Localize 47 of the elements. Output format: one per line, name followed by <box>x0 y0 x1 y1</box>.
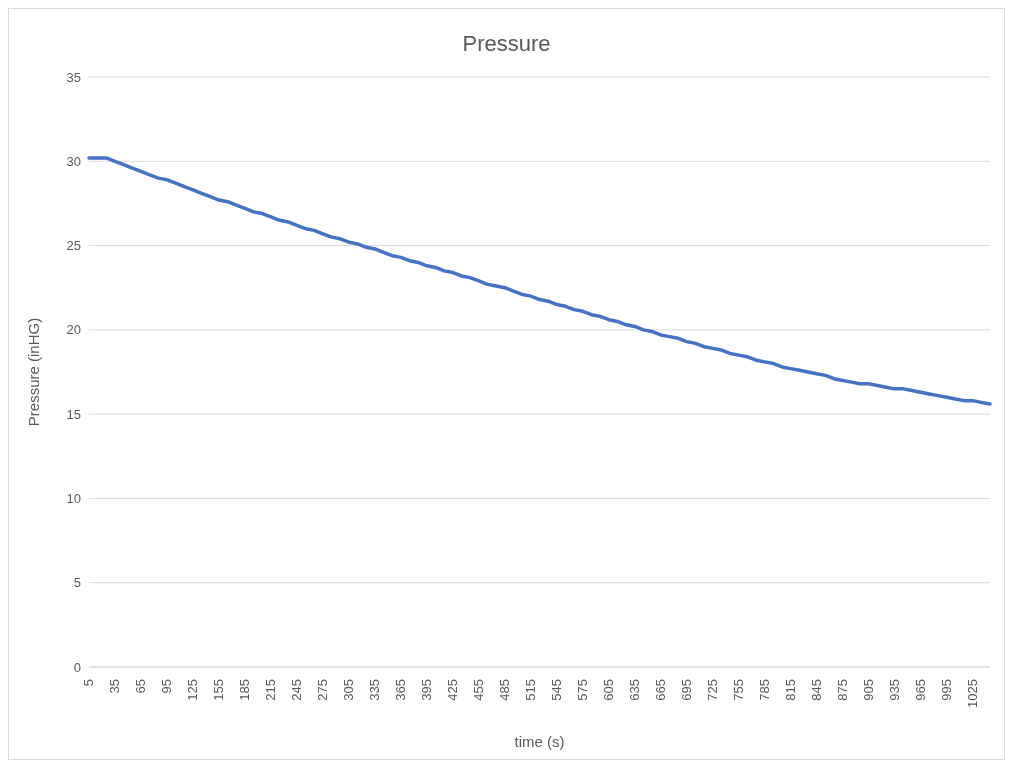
x-tick-label: 785 <box>756 679 772 701</box>
x-tick-label: 245 <box>289 679 305 701</box>
x-tick-label: 395 <box>419 679 435 701</box>
y-tick-label: 0 <box>73 659 81 675</box>
y-tick-label: 25 <box>66 238 81 254</box>
x-tick-label: 125 <box>185 679 201 701</box>
line-series <box>87 156 992 406</box>
x-tick-label: 65 <box>133 679 149 694</box>
x-tick-label: 35 <box>107 679 123 694</box>
x-tick-label: 185 <box>237 679 253 701</box>
x-tick-label: 965 <box>912 679 928 701</box>
y-axis-title: Pressure (inHG) <box>25 317 43 427</box>
x-tick-label: 635 <box>627 679 643 701</box>
x-tick-label: 905 <box>860 679 876 701</box>
y-tick-label: 5 <box>73 575 81 591</box>
x-tick-label: 425 <box>445 679 461 701</box>
x-tick-label: 305 <box>341 679 357 701</box>
x-tick-label: 365 <box>393 679 409 701</box>
x-tick-label: 815 <box>782 679 798 701</box>
x-tick-label: 875 <box>834 679 850 701</box>
x-tick-label: 605 <box>601 679 617 701</box>
x-tick-label: 455 <box>471 679 487 701</box>
x-tick-label: 155 <box>211 679 227 701</box>
x-tick-label: 665 <box>653 679 669 701</box>
y-tick-label: 30 <box>66 153 81 169</box>
x-tick-label: 275 <box>315 679 331 701</box>
y-tick-label: 35 <box>66 69 81 85</box>
chart-title: Pressure <box>461 31 552 57</box>
x-tick-label: 5 <box>81 679 97 687</box>
x-tick-label: 995 <box>938 679 954 701</box>
x-tick-label: 695 <box>679 679 695 701</box>
x-tick-label: 725 <box>705 679 720 701</box>
y-tick-label: 15 <box>66 406 81 422</box>
x-tick-label: 575 <box>575 679 591 701</box>
x-tick-label: 1025 <box>964 679 980 708</box>
y-tick-label: 10 <box>66 491 81 507</box>
x-tick-label: 845 <box>808 679 824 701</box>
x-tick-label: 95 <box>159 679 175 694</box>
x-tick-label: 485 <box>497 679 513 701</box>
y-tick-label: 20 <box>66 322 81 338</box>
x-tick-label: 935 <box>886 679 902 701</box>
x-tick-label: 335 <box>367 679 383 701</box>
x-tick-label: 755 <box>730 679 746 701</box>
x-tick-label: 215 <box>263 679 279 701</box>
x-tick-label: 515 <box>523 679 539 701</box>
x-tick-label: 545 <box>549 679 565 701</box>
x-axis-title: time (s) <box>514 733 565 750</box>
